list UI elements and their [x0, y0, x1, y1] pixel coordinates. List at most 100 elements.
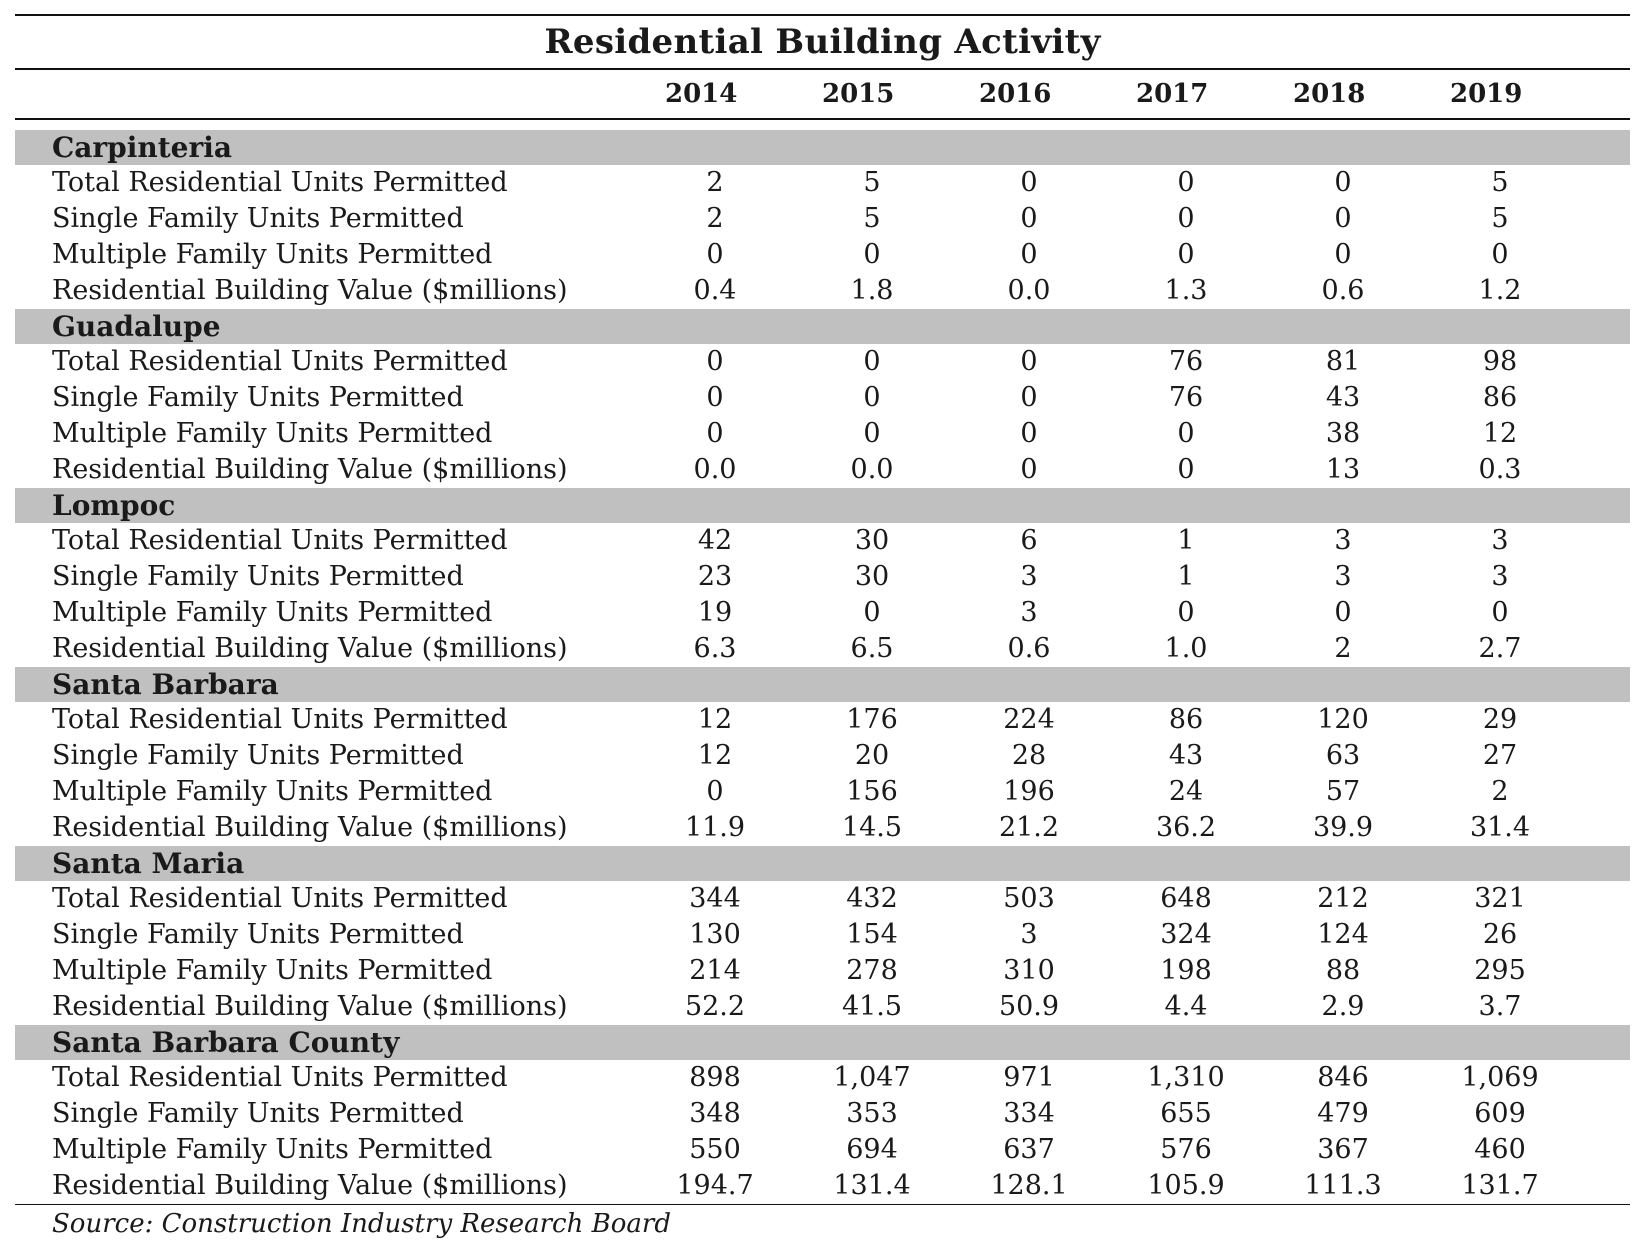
row-label: Residential Building Value ($millions) — [52, 1170, 568, 1201]
table-cell: 6.3 — [693, 633, 737, 664]
top-rule — [15, 14, 1630, 16]
year-header-1: 2015 — [822, 79, 895, 109]
table-cell: 0 — [1020, 418, 1038, 449]
table-cell: 0 — [1020, 382, 1038, 413]
group-header: Santa Maria — [15, 845, 1630, 881]
table-cell: 86 — [1482, 382, 1518, 413]
table-cell: 3 — [1020, 919, 1038, 950]
table-cell: 0 — [1177, 203, 1195, 234]
table-cell: 2 — [1491, 776, 1509, 807]
table-cell: 5 — [1491, 203, 1509, 234]
table-cell: 198 — [1160, 955, 1212, 986]
bottom-rule — [15, 1203, 1630, 1205]
group-name: Carpinteria — [52, 130, 233, 164]
table-row: Multiple Family Units Permitted 550 694 637… — [15, 1132, 1630, 1168]
group-header: Santa Barbara — [15, 666, 1630, 702]
table-cell: 0 — [1334, 239, 1352, 270]
year-header-row: 2014 2015 2016 2017 2018 2019 — [15, 70, 1630, 118]
table-row: Single Family Units Permitted 130 154 3 324 1… — [15, 917, 1630, 953]
table-cell: 479 — [1317, 1098, 1369, 1129]
table-cell: 278 — [846, 955, 898, 986]
table-cell: 76 — [1168, 346, 1204, 377]
table-cell: 0.0 — [1007, 275, 1051, 306]
table-cell: 310 — [1003, 955, 1055, 986]
row-label: Multiple Family Units Permitted — [52, 776, 493, 807]
table-row: Total Residential Units Permitted 42 30 6 1 3… — [15, 523, 1630, 559]
table-row: Multiple Family Units Permitted 0 0 0 0 38 12 — [15, 416, 1630, 452]
group-header: Guadalupe — [15, 308, 1630, 344]
table-cell: 4.4 — [1164, 991, 1208, 1022]
table-cell: 29 — [1482, 704, 1518, 735]
table-cell: 0 — [1020, 239, 1038, 270]
table-cell: 176 — [846, 704, 898, 735]
table-cell: 111.3 — [1304, 1170, 1382, 1201]
table-cell: 2 — [706, 167, 724, 198]
table-cell: 576 — [1160, 1134, 1212, 1165]
table-cell: 23 — [697, 561, 733, 592]
table-row: Single Family Units Permitted 0 0 0 76 43 86 — [15, 380, 1630, 416]
table-cell: 12 — [1482, 418, 1518, 449]
table-cell: 42 — [697, 525, 733, 556]
table-cell: 81 — [1325, 346, 1361, 377]
table-cell: 88 — [1325, 955, 1361, 986]
table-row: Multiple Family Units Permitted 0 0 0 0 0 0 — [15, 237, 1630, 273]
row-label: Residential Building Value ($millions) — [52, 812, 568, 843]
table-cell: 0 — [706, 776, 724, 807]
year-header-4: 2018 — [1293, 79, 1366, 109]
table-cell: 0.6 — [1007, 633, 1051, 664]
table-cell: 971 — [1003, 1062, 1055, 1093]
header-gap — [15, 120, 1630, 130]
table-cell: 0.0 — [693, 454, 737, 485]
table-row: Multiple Family Units Permitted 19 0 3 0 0 0 — [15, 595, 1630, 631]
table-row: Total Residential Units Permitted 12 176 22… — [15, 702, 1630, 738]
table-cell: 348 — [689, 1098, 741, 1129]
table-row: Total Residential Units Permitted 0 0 0 76 81… — [15, 344, 1630, 380]
row-label: Residential Building Value ($millions) — [52, 633, 568, 664]
table-cell: 0 — [1020, 167, 1038, 198]
table-cell: 27 — [1482, 740, 1518, 771]
table-cell: 63 — [1325, 740, 1361, 771]
table-cell: 432 — [846, 883, 898, 914]
table-cell: 30 — [854, 525, 890, 556]
table-cell: 0 — [1177, 597, 1195, 628]
table-cell: 224 — [1003, 704, 1055, 735]
table-cell: 131.4 — [833, 1170, 911, 1201]
table-cell: 21.2 — [998, 812, 1060, 843]
table-cell: 1 — [1177, 525, 1195, 556]
table-cell: 156 — [846, 776, 898, 807]
table-cell: 98 — [1482, 346, 1518, 377]
table-cell: 5 — [1491, 167, 1509, 198]
table-cell: 5 — [863, 203, 881, 234]
row-label: Single Family Units Permitted — [52, 740, 464, 771]
table-cell: 0 — [863, 382, 881, 413]
table-cell: 295 — [1474, 955, 1526, 986]
table-cell: 39.9 — [1312, 812, 1374, 843]
table-cell: 3 — [1334, 561, 1352, 592]
table-cell: 0 — [863, 418, 881, 449]
table-cell: 846 — [1317, 1062, 1369, 1093]
row-label: Multiple Family Units Permitted — [52, 418, 493, 449]
row-label: Total Residential Units Permitted — [52, 167, 508, 198]
table-row: Residential Building Value ($millions) 52… — [15, 989, 1630, 1025]
table-cell: 43 — [1168, 740, 1204, 771]
table-cell: 3 — [1491, 525, 1509, 556]
title-rule — [15, 68, 1630, 70]
row-label: Single Family Units Permitted — [52, 382, 464, 413]
row-label: Residential Building Value ($millions) — [52, 275, 568, 306]
table-cell: 50.9 — [998, 991, 1060, 1022]
table-cell: 0.3 — [1478, 454, 1522, 485]
table-cell: 0.4 — [693, 275, 737, 306]
table-cell: 1,310 — [1147, 1062, 1225, 1093]
table-cell: 648 — [1160, 883, 1212, 914]
table-cell: 0 — [1177, 167, 1195, 198]
table-cell: 52.2 — [684, 991, 746, 1022]
row-label: Multiple Family Units Permitted — [52, 597, 493, 628]
table-cell: 0 — [1334, 203, 1352, 234]
residential-building-table: Residential Building Activity 2014 2015 20… — [15, 14, 1630, 1243]
row-label: Multiple Family Units Permitted — [52, 955, 493, 986]
row-label: Single Family Units Permitted — [52, 203, 464, 234]
table-row: Residential Building Value ($millions) 6.… — [15, 631, 1630, 667]
table-cell: 3 — [1020, 597, 1038, 628]
table-cell: 0 — [706, 382, 724, 413]
table-cell: 3 — [1020, 561, 1038, 592]
